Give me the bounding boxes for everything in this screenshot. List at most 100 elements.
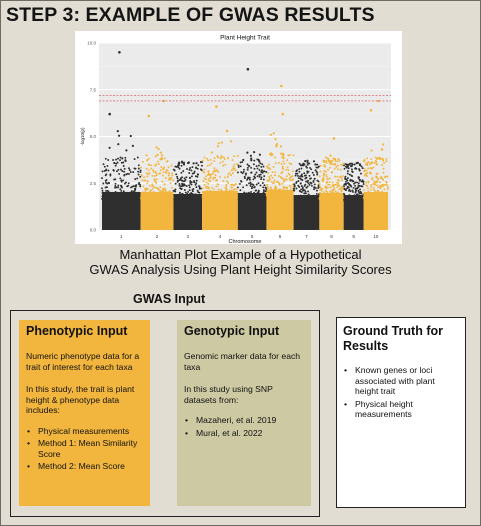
data-point [342, 162, 345, 165]
data-point [259, 162, 262, 165]
data-point [365, 181, 368, 184]
data-point [382, 194, 385, 197]
data-point [117, 186, 120, 189]
data-point [253, 191, 256, 194]
data-point [266, 183, 269, 186]
data-point [353, 182, 355, 185]
data-point [123, 167, 126, 170]
data-point [261, 198, 264, 201]
data-point [307, 179, 310, 182]
data-point [299, 190, 302, 193]
data-point [167, 192, 170, 195]
data-point [336, 175, 339, 178]
data-point [191, 190, 194, 193]
data-point [203, 177, 206, 180]
data-point [237, 166, 240, 168]
data-point [381, 190, 384, 193]
data-point [268, 177, 271, 180]
data-point [370, 149, 373, 152]
data-point [181, 197, 184, 200]
data-point [310, 168, 313, 171]
data-point [171, 192, 174, 195]
data-point [236, 163, 239, 166]
data-point [155, 195, 158, 198]
data-point [381, 196, 384, 199]
data-point [105, 168, 108, 171]
data-point [368, 196, 371, 199]
data-point [205, 196, 208, 199]
data-point [322, 180, 324, 183]
data-point [344, 175, 347, 178]
data-point [346, 185, 349, 188]
data-point [206, 174, 209, 177]
data-point [229, 197, 232, 199]
data-point [145, 167, 148, 170]
data-point [345, 178, 348, 181]
data-point [311, 171, 314, 174]
data-point [256, 167, 259, 170]
data-point [178, 193, 181, 196]
data-point [158, 196, 161, 199]
data-point [240, 198, 243, 201]
data-point [225, 194, 228, 197]
data-point [134, 178, 137, 181]
data-point [285, 196, 288, 199]
data-point [106, 164, 109, 167]
data-point [176, 198, 179, 201]
data-point [186, 168, 188, 170]
data-point [119, 188, 122, 191]
data-point [294, 197, 297, 200]
data-point [122, 179, 125, 182]
data-point [269, 188, 272, 191]
data-point [370, 161, 372, 164]
data-point [242, 170, 245, 173]
x-tick-label: 9 [352, 234, 355, 239]
data-point [386, 187, 389, 190]
data-point [367, 181, 370, 184]
data-point [159, 186, 162, 189]
data-point [363, 169, 366, 172]
chromosome-3-points [172, 160, 204, 230]
data-point [226, 175, 229, 178]
data-point [175, 173, 178, 176]
data-point [127, 197, 130, 200]
data-point [275, 189, 278, 191]
data-point [328, 181, 331, 184]
data-point [282, 187, 285, 190]
data-point [283, 186, 286, 189]
data-point [250, 159, 253, 162]
data-point [346, 187, 349, 190]
data-point [286, 186, 288, 189]
genotypic-input-box: Genotypic Input Genomic marker data for … [177, 320, 311, 506]
data-point [363, 192, 366, 195]
data-point [154, 164, 157, 167]
data-point [352, 195, 355, 198]
data-point [233, 163, 236, 166]
data-point [336, 186, 339, 189]
data-point [171, 197, 174, 200]
data-point [174, 182, 177, 185]
data-point [215, 168, 218, 171]
data-point [139, 185, 142, 188]
data-point [126, 185, 129, 188]
peak-point [118, 51, 121, 54]
data-point [120, 194, 123, 197]
data-point [289, 196, 291, 199]
data-point [257, 182, 260, 185]
data-point [108, 182, 111, 185]
data-point [250, 183, 252, 186]
data-point [197, 191, 200, 194]
data-point [253, 167, 256, 170]
data-point [323, 173, 326, 176]
chromosome-9-band [343, 195, 364, 230]
data-point [360, 200, 363, 203]
data-point [139, 171, 142, 173]
data-point [123, 170, 126, 173]
data-point [381, 148, 384, 151]
data-point [102, 197, 105, 200]
data-point [207, 178, 210, 181]
data-point [124, 156, 127, 159]
data-point [213, 169, 216, 172]
data-point [118, 172, 121, 175]
data-point [270, 180, 273, 183]
